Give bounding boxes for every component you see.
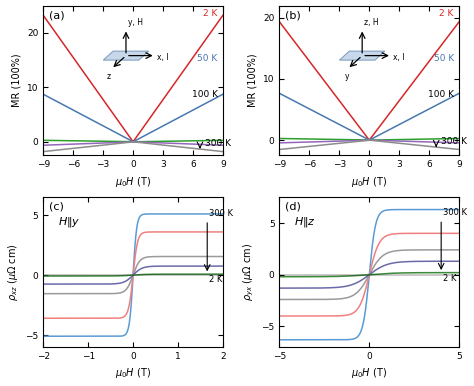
Y-axis label: MR (100%): MR (100%) <box>247 54 257 107</box>
Text: 100 K: 100 K <box>191 90 218 99</box>
Text: 50 K: 50 K <box>434 54 454 63</box>
Text: (a): (a) <box>49 10 64 20</box>
Text: $H \| y$: $H \| y$ <box>58 215 80 229</box>
Text: 300 K: 300 K <box>210 209 234 218</box>
Text: 2 K: 2 K <box>203 9 218 18</box>
Text: 2 K: 2 K <box>210 276 223 284</box>
Text: (d): (d) <box>285 201 301 212</box>
Text: 2 K: 2 K <box>439 9 454 18</box>
Y-axis label: $\rho_{xz}$ ($\mu\Omega$ cm): $\rho_{xz}$ ($\mu\Omega$ cm) <box>6 243 19 301</box>
X-axis label: $\mu_0H$ (T): $\mu_0H$ (T) <box>351 175 387 189</box>
Y-axis label: $\rho_{yx}$ ($\mu\Omega$ cm): $\rho_{yx}$ ($\mu\Omega$ cm) <box>241 243 256 301</box>
Text: 50 K: 50 K <box>197 54 218 63</box>
Text: 300 K: 300 K <box>443 208 467 217</box>
Text: 300 K: 300 K <box>441 137 467 146</box>
X-axis label: $\mu_0H$ (T): $\mu_0H$ (T) <box>351 366 387 381</box>
Y-axis label: MR (100%): MR (100%) <box>11 54 21 107</box>
X-axis label: $\mu_0H$ (T): $\mu_0H$ (T) <box>115 175 151 189</box>
Text: 100 K: 100 K <box>428 90 454 99</box>
Text: 300 K: 300 K <box>205 139 231 148</box>
X-axis label: $\mu_0H$ (T): $\mu_0H$ (T) <box>115 366 151 381</box>
Text: 2 K: 2 K <box>443 274 456 283</box>
Text: (b): (b) <box>285 10 301 20</box>
Text: $H \| z$: $H \| z$ <box>294 215 316 229</box>
Text: (c): (c) <box>49 201 64 212</box>
